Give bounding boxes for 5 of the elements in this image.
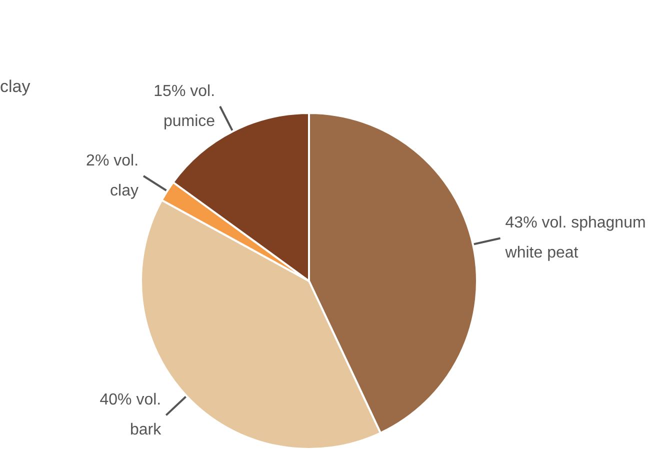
slice-label: 40% vol. bark bbox=[100, 392, 162, 439]
text: clay bbox=[0, 77, 31, 96]
slice-label: 43% vol. sphagnum white peat bbox=[504, 214, 646, 262]
slice-label: 15% vol. pumice bbox=[154, 82, 216, 130]
slice-label: 2% vol. clay bbox=[86, 152, 139, 200]
